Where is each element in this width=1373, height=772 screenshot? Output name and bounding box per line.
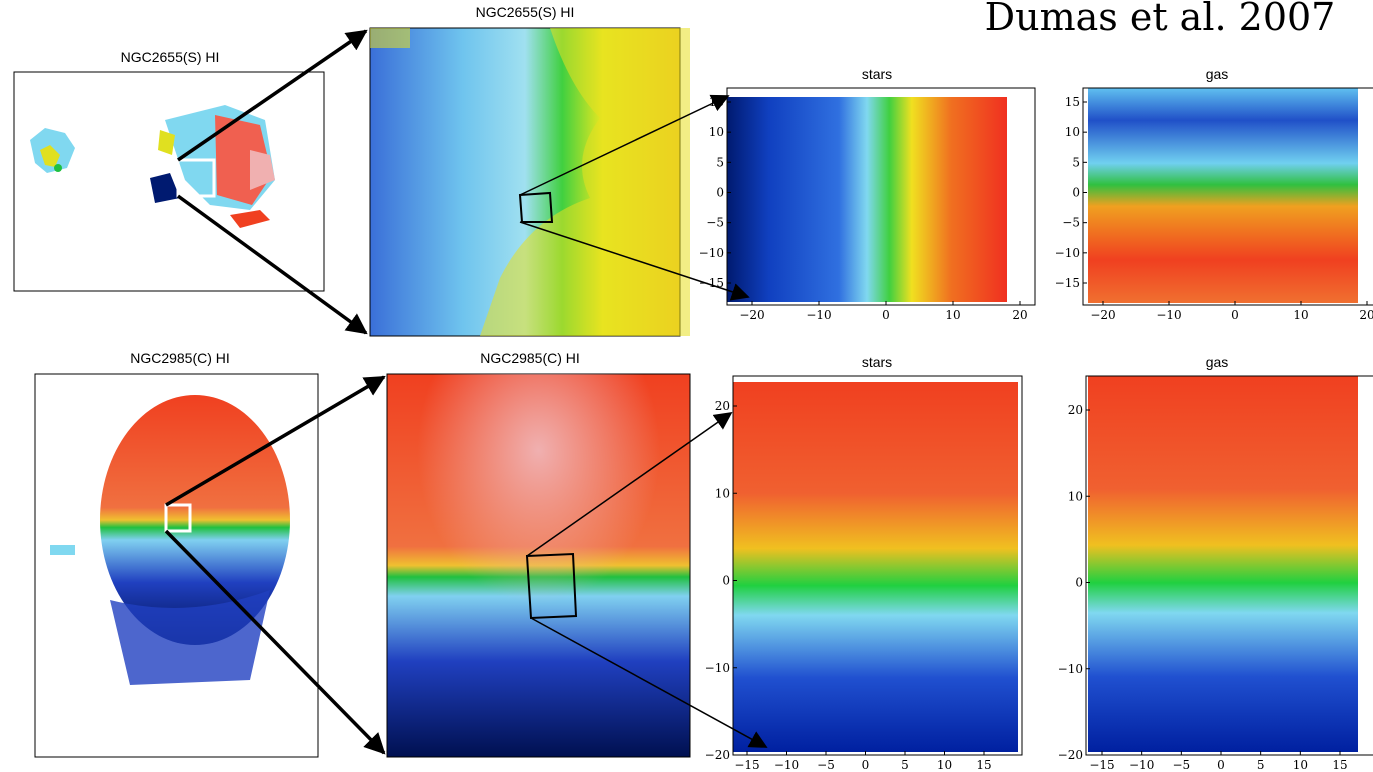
panel-title: stars bbox=[862, 66, 892, 82]
x-tick-label: 15 bbox=[976, 758, 991, 772]
panel-title: NGC2655(S) HI bbox=[476, 4, 575, 20]
x-tick-label: 10 bbox=[945, 308, 960, 322]
x-tick-label: 5 bbox=[1257, 758, 1265, 772]
x-tick-label: −15 bbox=[734, 758, 759, 772]
panel-title: stars bbox=[862, 354, 892, 370]
x-tick-label: −10 bbox=[1129, 758, 1154, 772]
panel-title: NGC2985(C) HI bbox=[480, 350, 580, 366]
y-tick-label: −20 bbox=[1058, 748, 1083, 762]
y-tick-label: 10 bbox=[1065, 125, 1080, 139]
x-tick-label: 20 bbox=[1359, 308, 1373, 322]
panel-title: gas bbox=[1206, 354, 1229, 370]
y-tick-label: −20 bbox=[705, 748, 730, 762]
x-tick-label: 0 bbox=[862, 758, 870, 772]
x-tick-label: −5 bbox=[1172, 758, 1190, 772]
y-tick-label: 5 bbox=[1072, 155, 1080, 169]
panel-title: NGC2655(S) HI bbox=[121, 49, 220, 65]
x-tick-label: −10 bbox=[774, 758, 799, 772]
panel-title: NGC2985(C) HI bbox=[130, 350, 230, 366]
page: {"credit": "Dumas et al. 2007", "panels"… bbox=[0, 0, 1373, 772]
y-tick-label: −10 bbox=[699, 246, 724, 260]
x-tick-label: 5 bbox=[901, 758, 909, 772]
figure: Dumas et al. 2007 bbox=[0, 0, 1373, 772]
panel-title: gas bbox=[1206, 66, 1229, 82]
y-tick-label: 10 bbox=[1068, 489, 1083, 503]
y-tick-label: 20 bbox=[1068, 403, 1083, 417]
y-tick-label: −10 bbox=[705, 661, 730, 675]
y-tick-label: −10 bbox=[1055, 246, 1080, 260]
stars-map bbox=[727, 97, 1007, 302]
y-tick-label: 10 bbox=[715, 486, 730, 500]
x-tick-label: −15 bbox=[1089, 758, 1114, 772]
stars-map bbox=[733, 382, 1018, 752]
x-tick-label: −20 bbox=[1090, 308, 1115, 322]
x-tick-label: 15 bbox=[1332, 758, 1347, 772]
y-tick-label: 0 bbox=[1072, 186, 1080, 200]
x-tick-label: 0 bbox=[882, 308, 890, 322]
gas-map bbox=[1088, 376, 1358, 752]
x-tick-label: 0 bbox=[1231, 308, 1239, 322]
x-tick-label: 10 bbox=[1293, 308, 1308, 322]
y-tick-label: 0 bbox=[716, 186, 724, 200]
y-tick-label: −5 bbox=[1062, 216, 1080, 230]
y-tick-label: −10 bbox=[1058, 662, 1083, 676]
y-tick-label: −15 bbox=[1055, 276, 1080, 290]
x-tick-label: −5 bbox=[817, 758, 835, 772]
x-tick-label: −20 bbox=[739, 308, 764, 322]
y-tick-label: 0 bbox=[1075, 576, 1083, 590]
hi-zoom-texture bbox=[387, 374, 690, 757]
y-tick-label: 20 bbox=[715, 399, 730, 413]
y-tick-label: 0 bbox=[722, 574, 730, 588]
x-tick-label: 20 bbox=[1012, 308, 1027, 322]
y-tick-label: 5 bbox=[716, 155, 724, 169]
x-tick-label: 10 bbox=[1293, 758, 1308, 772]
y-tick-label: 15 bbox=[709, 95, 724, 109]
credit: Dumas et al. 2007 bbox=[985, 0, 1336, 39]
x-tick-label: −10 bbox=[1156, 308, 1181, 322]
x-tick-label: −10 bbox=[806, 308, 831, 322]
gas-map bbox=[1088, 88, 1358, 303]
y-tick-label: 15 bbox=[1065, 95, 1080, 109]
x-tick-label: 0 bbox=[1217, 758, 1225, 772]
y-tick-label: 10 bbox=[709, 125, 724, 139]
x-tick-label: 10 bbox=[937, 758, 952, 772]
y-tick-label: −5 bbox=[706, 216, 724, 230]
y-tick-label: −15 bbox=[699, 276, 724, 290]
